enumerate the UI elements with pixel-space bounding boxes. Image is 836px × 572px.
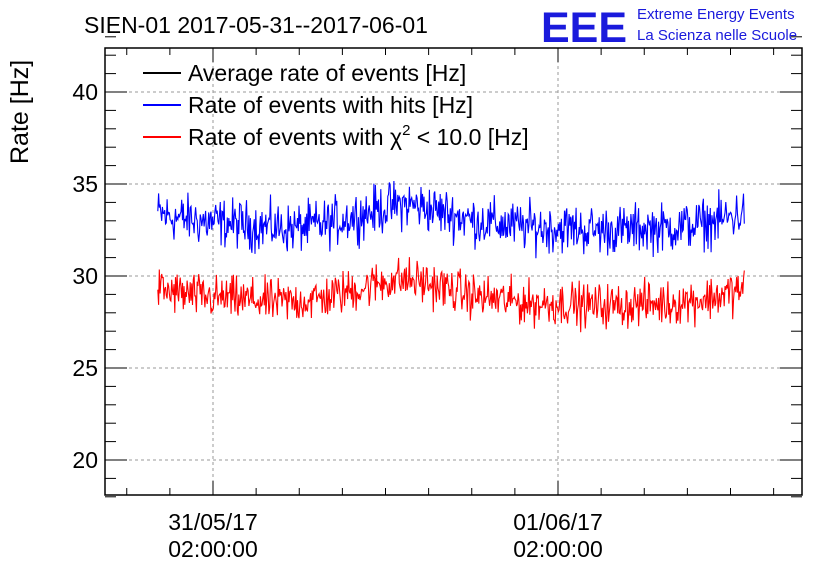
y-tick-label: 20 xyxy=(72,447,98,473)
axis-ticks xyxy=(105,36,802,498)
legend-entry: Rate of events with hits [Hz] xyxy=(188,92,473,118)
x-tick-label-time: 02:00:00 xyxy=(168,536,258,562)
series-line-1 xyxy=(157,257,745,333)
plot-frame-rect xyxy=(104,47,803,496)
y-tick-label: 35 xyxy=(72,171,98,197)
logo-line1: Extreme Energy Events xyxy=(637,6,795,23)
y-tick-label: 30 xyxy=(72,263,98,289)
logo-mark: EEE xyxy=(541,4,627,52)
series-lines xyxy=(157,180,745,333)
y-axis-label: Rate [Hz] xyxy=(6,60,34,164)
series-line-0 xyxy=(157,180,745,259)
plot-frame xyxy=(104,47,803,496)
legend-entry: Rate of events with χ2 < 10.0 [Hz] xyxy=(188,122,529,150)
x-tick-label-time: 02:00:00 xyxy=(513,536,603,562)
y-tick-label: 40 xyxy=(72,79,98,105)
legend-entry: Average rate of events [Hz] xyxy=(188,60,466,86)
grid-lines xyxy=(105,48,802,495)
y-tick-label: 25 xyxy=(72,355,98,381)
eee-logo: EEE Extreme Energy Events La Scienza nel… xyxy=(541,4,797,52)
y-tick-labels: 20 25 30 35 40 xyxy=(72,79,98,473)
logo-line2: La Scienza nelle Scuole xyxy=(637,27,797,44)
legend: Average rate of events [Hz] Rate of event… xyxy=(143,60,529,150)
x-tick-label-date: 01/06/17 xyxy=(513,509,603,535)
x-tick-label-date: 31/05/17 xyxy=(168,509,258,535)
chart-title: SIEN-01 2017-05-31--2017-06-01 xyxy=(84,12,428,38)
